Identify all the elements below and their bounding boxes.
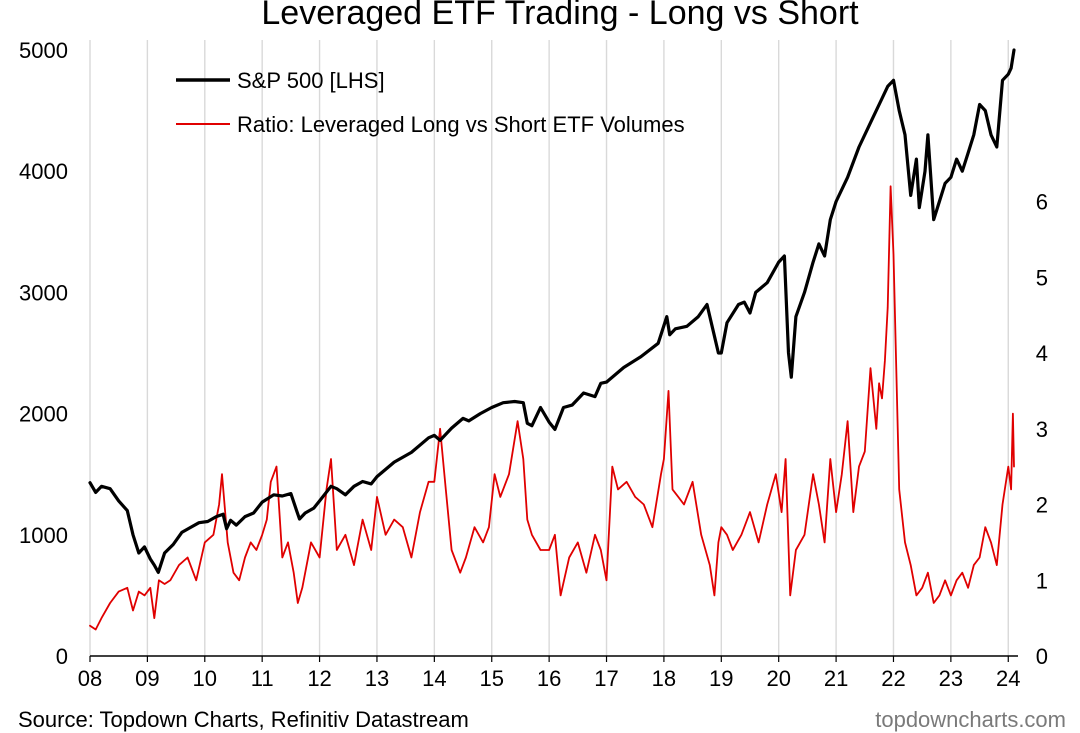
right-tick-label: 3: [1036, 417, 1048, 442]
left-tick-label: 3000: [19, 280, 68, 305]
left-tick-label: 2000: [19, 402, 68, 427]
x-tick-label: 12: [307, 666, 331, 691]
legend-label: Ratio: Leveraged Long vs Short ETF Volum…: [237, 112, 685, 137]
x-tick-label: 13: [365, 666, 389, 691]
x-tick-label: 22: [881, 666, 905, 691]
x-tick-label: 24: [996, 666, 1020, 691]
x-tick-label: 14: [422, 666, 446, 691]
x-tick-label: 09: [135, 666, 159, 691]
right-tick-label: 6: [1036, 190, 1048, 215]
left-tick-label: 1000: [19, 523, 68, 548]
sp500-series-line: [88, 48, 1016, 575]
x-tick-label: 23: [939, 666, 963, 691]
x-tick-label: 19: [709, 666, 733, 691]
right-y-axis: 0 1 2 3 4 5 6: [1036, 190, 1048, 670]
chart-title: Leveraged ETF Trading - Long vs Short: [261, 0, 859, 32]
legend: S&P 500 [LHS] Ratio: Leveraged Long vs Sh…: [176, 68, 685, 137]
watermark: topdowncharts.com: [875, 707, 1066, 732]
x-tick-label: 20: [766, 666, 790, 691]
left-tick-label: 5000: [19, 38, 68, 63]
left-tick-label: 0: [56, 644, 68, 669]
right-tick-label: 2: [1036, 493, 1048, 518]
right-tick-label: 1: [1036, 568, 1048, 593]
left-tick-label: 4000: [19, 159, 68, 184]
source-note: Source: Topdown Charts, Refinitiv Datast…: [18, 707, 469, 732]
left-y-axis: 0 1000 2000 3000 4000 5000: [19, 38, 68, 669]
x-axis: 08 09 10 11 12 13 14 15 16 17 18 19 20 21 22 23 24: [78, 655, 1021, 691]
x-tick-label: 16: [537, 666, 561, 691]
x-tick-label: 08: [78, 666, 102, 691]
ratio-series-line: [89, 185, 1015, 631]
legend-label: S&P 500 [LHS]: [237, 68, 385, 93]
x-tick-label: 11: [251, 666, 274, 691]
right-tick-label: 0: [1036, 644, 1048, 669]
series-layer: [88, 48, 1016, 631]
x-tick-label: 15: [479, 666, 503, 691]
grid-lines: [89, 40, 1009, 656]
right-tick-label: 5: [1036, 265, 1048, 290]
right-tick-label: 4: [1036, 341, 1048, 366]
x-tick-label: 10: [193, 666, 217, 691]
x-tick-label: 21: [824, 666, 848, 691]
x-tick-label: 18: [652, 666, 676, 691]
x-tick-label: 17: [594, 666, 618, 691]
